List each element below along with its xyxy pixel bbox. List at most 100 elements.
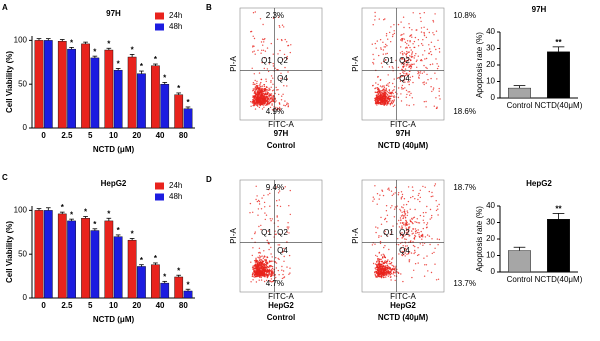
event-dot <box>252 265 254 267</box>
event-dot <box>414 55 416 57</box>
error-bar <box>59 211 65 214</box>
event-dot <box>420 31 423 33</box>
event-dot <box>400 46 402 48</box>
event-dot <box>260 262 263 264</box>
chart-title: 97H <box>532 5 547 14</box>
event-dot <box>401 211 403 213</box>
event-dot <box>406 74 408 76</box>
event-dot <box>399 208 401 211</box>
x-axis-label: FITC-A <box>268 292 294 301</box>
event-dot <box>250 101 252 103</box>
event-dot <box>405 72 407 75</box>
event-dot <box>409 41 411 43</box>
quadrant-name: Q4 <box>277 74 288 83</box>
event-dot <box>263 90 265 92</box>
event-dot <box>432 195 434 197</box>
event-dot <box>259 100 261 102</box>
y-tick-label: 100 <box>14 35 28 44</box>
event-dot <box>400 198 402 200</box>
event-dot <box>404 87 406 89</box>
event-dot <box>270 260 272 263</box>
event-dot <box>416 66 418 69</box>
quadrant-name: Q1 <box>383 56 394 65</box>
event-dot <box>408 227 410 230</box>
x-tick-label: 5 <box>88 301 93 310</box>
event-dot <box>404 213 407 215</box>
event-dot <box>280 77 282 80</box>
event-dot <box>388 189 390 191</box>
bar <box>57 213 67 299</box>
event-dot <box>378 98 380 100</box>
event-dot <box>266 97 268 100</box>
event-dot <box>380 272 382 274</box>
event-dot <box>405 63 408 66</box>
event-dot <box>406 52 408 54</box>
event-dot <box>272 83 274 86</box>
event-dot <box>264 96 267 98</box>
event-dot <box>381 103 383 106</box>
y-axis-label: Apoptosis rate (%) <box>475 32 484 98</box>
event-dot <box>283 187 285 189</box>
event-dot <box>396 205 398 207</box>
event-dot <box>381 96 384 98</box>
event-dot <box>382 85 384 87</box>
event-dot <box>438 90 440 92</box>
event-dot <box>410 63 412 65</box>
event-dot <box>425 82 427 84</box>
event-dot <box>382 60 385 63</box>
event-dot <box>393 208 396 210</box>
event-dot <box>422 44 424 46</box>
event-dot <box>262 257 264 259</box>
event-dot <box>405 65 407 67</box>
event-dot <box>405 227 407 229</box>
event-dot <box>390 272 393 275</box>
event-dot <box>269 260 271 263</box>
significance-marker: * <box>117 226 121 235</box>
event-dot <box>255 100 258 103</box>
event-dot <box>426 28 429 30</box>
panel-label: D <box>206 175 212 184</box>
event-dot <box>406 40 409 42</box>
event-dot <box>275 106 277 109</box>
event-dot <box>261 61 263 64</box>
bar <box>43 210 53 299</box>
event-dot <box>400 273 402 275</box>
event-dot <box>401 225 403 227</box>
event-dot <box>419 200 421 203</box>
event-dot <box>259 98 262 100</box>
event-dot <box>387 83 389 85</box>
event-dot <box>252 266 254 268</box>
event-dot <box>409 94 411 96</box>
event-dot <box>430 51 432 53</box>
event-dot <box>257 260 259 263</box>
event-dot <box>408 261 410 263</box>
event-dot <box>252 46 254 48</box>
event-dot <box>423 275 426 277</box>
event-dot <box>272 280 275 282</box>
event-dot <box>252 102 255 104</box>
event-dot <box>407 74 409 77</box>
bar <box>508 250 531 273</box>
event-dot <box>386 90 388 93</box>
error-bar <box>513 246 526 251</box>
event-dot <box>380 267 383 269</box>
event-dot <box>406 214 408 217</box>
event-dot <box>255 266 258 268</box>
event-dot <box>402 280 404 283</box>
event-dot <box>424 50 426 52</box>
error-bar <box>92 55 98 58</box>
event-dot <box>393 32 396 35</box>
event-dot <box>418 192 420 195</box>
legend-swatch <box>155 12 164 20</box>
event-dot <box>384 100 386 102</box>
event-dot <box>405 78 407 81</box>
event-dot <box>418 254 420 256</box>
event-dot <box>406 245 408 247</box>
event-dot <box>380 268 382 271</box>
event-dot <box>281 251 284 253</box>
event-dot <box>420 43 423 45</box>
event-dot <box>282 58 284 61</box>
event-dot <box>411 75 414 78</box>
event-dot <box>372 53 374 56</box>
event-dot <box>375 91 377 94</box>
